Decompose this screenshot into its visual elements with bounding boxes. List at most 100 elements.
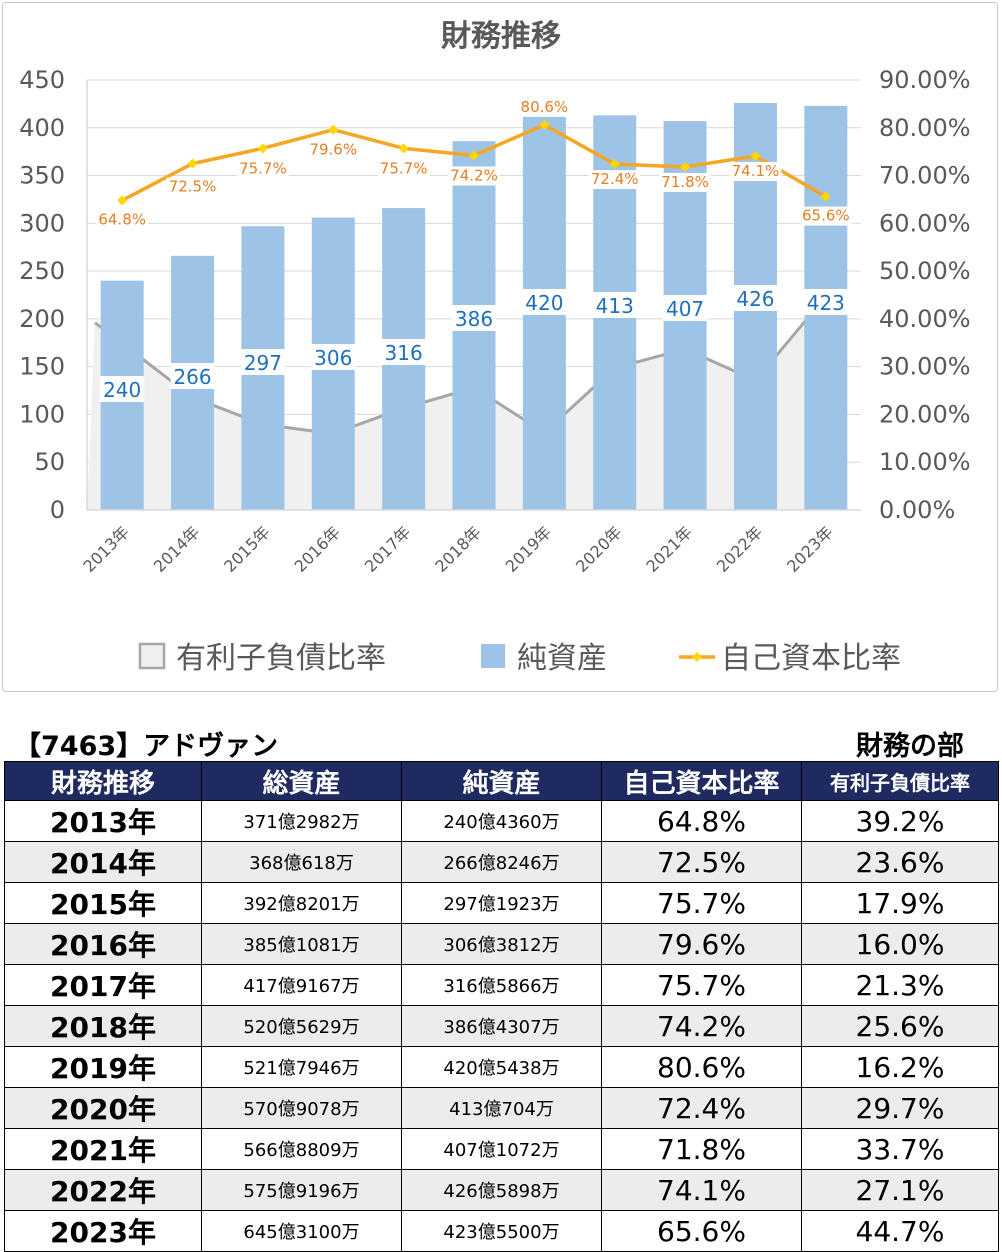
table-cell: 297億1923万 — [401, 882, 602, 924]
table-cell: 39.2% — [801, 800, 999, 842]
bar-data-label: 240 — [103, 378, 141, 402]
equity-ratio-marker — [117, 195, 128, 206]
legend-label-equity-ratio: 自己資本比率 — [721, 641, 901, 676]
section-label: 財務の部 — [856, 731, 964, 762]
table-cell: 25.6% — [801, 1005, 999, 1047]
x-tick-label: 2021年 — [642, 522, 696, 576]
bar-label-bg — [803, 289, 848, 315]
bar-label-bg — [452, 305, 496, 331]
bar-data-label: 266 — [173, 365, 211, 389]
x-tick-label: 2023年 — [783, 522, 837, 576]
table-cell: 420億5438万 — [401, 1046, 602, 1088]
bar-label-bg — [522, 289, 567, 315]
header-cell: 総資産 — [201, 761, 402, 801]
line-label-bg — [799, 206, 852, 226]
header-cell: 有利子負債比率 — [801, 761, 999, 801]
bar-label-bg — [592, 292, 637, 318]
line-label-bg — [659, 172, 712, 192]
equity-ratio-marker — [469, 150, 479, 161]
table-cell: 426億5898万 — [401, 1169, 602, 1211]
table-cell: 23.6% — [801, 841, 999, 883]
table-row: 2021年 566億8809万 407億1072万 71.8% 33.7% — [4, 1128, 999, 1170]
table-cell: 27.1% — [801, 1169, 999, 1211]
line-data-label: 80.6% — [521, 98, 569, 116]
table-cell: 2022年 — [4, 1169, 202, 1211]
legend-label-net-assets: 純資産 — [517, 641, 607, 676]
table-cell: 570億9078万 — [201, 1087, 402, 1129]
bar-data-label: 426 — [736, 287, 774, 311]
table-cell: 72.5% — [601, 841, 802, 883]
y-left-tick-label: 400 — [19, 114, 65, 142]
table-cell: 2013年 — [4, 800, 202, 842]
legend-swatch-net-assets — [481, 644, 505, 668]
equity-ratio-marker — [257, 143, 268, 154]
equity-ratio-marker — [680, 161, 691, 172]
table-cell: 521億7946万 — [201, 1046, 402, 1088]
line-label-bg — [236, 159, 289, 179]
x-tick-label: 2018年 — [431, 522, 485, 576]
bar-data-label: 420 — [525, 291, 563, 315]
table-cell: 44.7% — [801, 1210, 999, 1252]
chart-title: 財務推移 — [441, 19, 561, 54]
x-tick-label: 2019年 — [502, 522, 556, 576]
table-cell: 75.7% — [601, 964, 802, 1006]
bar-data-label: 306 — [314, 346, 352, 370]
legend-swatch-debt-ratio — [138, 642, 166, 670]
y-left-tick-label: 250 — [19, 257, 65, 285]
line-data-label: 75.7% — [380, 159, 428, 177]
bar-data-label: 413 — [596, 294, 634, 318]
table-cell: 2014年 — [4, 841, 202, 883]
table-cell: 575億9196万 — [201, 1169, 402, 1211]
table-cell: 2021年 — [4, 1128, 202, 1170]
line-label-bg — [377, 159, 430, 179]
y-right-tick-label: 40.00% — [879, 305, 971, 333]
bar-data-label: 407 — [666, 297, 704, 321]
table-cell: 566億8809万 — [201, 1128, 402, 1170]
table-cell: 385億1081万 — [201, 923, 402, 965]
line-data-label: 65.6% — [802, 207, 850, 225]
table-cell: 80.6% — [601, 1046, 802, 1088]
y-left-tick-label: 150 — [19, 353, 65, 381]
table-row: 2014年 368億618万 266億8246万 72.5% 23.6% — [4, 841, 999, 883]
line-data-label: 79.6% — [309, 141, 357, 159]
table-cell: 2015年 — [4, 882, 202, 924]
chart-frame: 財務推移 0 0.00% 50 10.00% 100 20.00% 150 30.00% 200 4… — [2, 2, 998, 692]
table-cell: 2023年 — [4, 1210, 202, 1252]
x-tick-label: 2022年 — [713, 522, 767, 576]
bar-label-bg — [240, 349, 285, 375]
y-right-tick-label: 20.00% — [879, 400, 971, 428]
table-cell: 316億5866万 — [401, 964, 602, 1006]
line-data-label: 74.2% — [450, 166, 498, 184]
line-label-bg — [588, 170, 641, 190]
line-data-label: 74.1% — [732, 162, 780, 180]
table-cell: 2020年 — [4, 1087, 202, 1129]
equity-ratio-marker — [539, 119, 550, 130]
table-cell: 71.8% — [601, 1128, 802, 1170]
line-label-bg — [96, 210, 149, 230]
table-row: 2017年 417億9167万 316億5866万 75.7% 21.3% — [4, 964, 999, 1006]
table-cell: 386億4307万 — [401, 1005, 602, 1047]
x-tick-label: 2014年 — [150, 522, 204, 576]
table-cell: 74.2% — [601, 1005, 802, 1047]
table-cell: 520億5629万 — [201, 1005, 402, 1047]
x-tick-label: 2015年 — [220, 522, 274, 576]
table-cell: 79.6% — [601, 923, 802, 965]
table-cell: 75.7% — [601, 882, 802, 924]
table-cell: 33.7% — [801, 1128, 999, 1170]
table-cell: 74.1% — [601, 1169, 802, 1211]
table-cell: 371億2982万 — [201, 800, 402, 842]
table-cell: 21.3% — [801, 964, 999, 1006]
line-data-label: 75.7% — [239, 159, 287, 177]
bar-label-bg — [100, 376, 145, 402]
table-cell: 306億3812万 — [401, 923, 602, 965]
y-left-tick-label: 50 — [34, 448, 65, 476]
header-cell: 財務推移 — [4, 761, 202, 801]
header-cell: 純資産 — [401, 761, 602, 801]
y-left-tick-label: 100 — [19, 400, 65, 428]
table-row: 2013年 371億2982万 240億4360万 64.8% 39.2% — [4, 800, 999, 842]
bar-data-label: 297 — [244, 351, 282, 375]
bar-data-label: 316 — [385, 341, 423, 365]
table-header-row: 財務推移 総資産 純資産 自己資本比率 有利子負債比率 — [4, 761, 999, 801]
table-cell: 2016年 — [4, 923, 202, 965]
table-row: 2023年 645億3100万 423億5500万 65.6% 44.7% — [4, 1210, 999, 1252]
